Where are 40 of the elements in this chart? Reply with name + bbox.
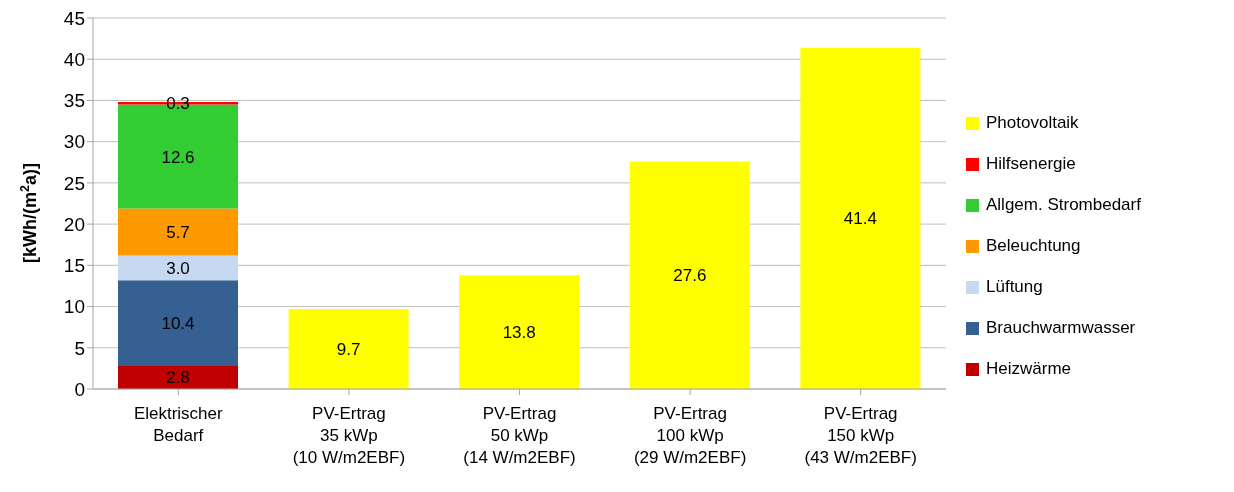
x-tick-label: Elektrischer Bedarf bbox=[133, 404, 224, 445]
bar bbox=[118, 255, 238, 281]
y-tick-label: 35 bbox=[63, 90, 85, 112]
y-tick-label: 45 bbox=[63, 7, 85, 29]
legend-label: Brauchwarmwasser bbox=[986, 318, 1136, 338]
y-tick-label: 25 bbox=[63, 172, 85, 194]
x-tick-label: PV-Ertrag 35 kWp (10 W/m2EBF) bbox=[292, 404, 406, 467]
x-tick-label: PV-Ertrag 50 kWp (14 W/m2EBF) bbox=[463, 404, 576, 467]
legend-label: Photovoltaik bbox=[986, 113, 1079, 133]
legend-label: Beleuchtung bbox=[986, 236, 1081, 256]
legend-label: Heizwärme bbox=[986, 359, 1072, 379]
bar bbox=[118, 365, 238, 389]
x-tick-label: PV-Ertrag 100 kWp (29 W/m2EBF) bbox=[633, 404, 747, 467]
bar bbox=[459, 275, 580, 389]
bar bbox=[118, 208, 238, 256]
data-label: 0.3 bbox=[166, 94, 190, 114]
y-tick-label: 0 bbox=[74, 378, 85, 400]
data-label: 41.4 bbox=[843, 209, 877, 229]
data-label: 5.7 bbox=[166, 222, 190, 242]
data-label: 13.8 bbox=[502, 323, 536, 343]
legend-label: Lüftung bbox=[986, 277, 1043, 297]
legend-label: Hilfsenergie bbox=[986, 154, 1076, 174]
bar bbox=[629, 161, 750, 389]
y-tick-label: 40 bbox=[63, 48, 85, 70]
y-tick-label: 10 bbox=[63, 296, 85, 318]
x-tick-label: PV-Ertrag 150 kWp (43 W/m2EBF) bbox=[804, 404, 917, 467]
bar bbox=[800, 47, 921, 389]
data-label: 3.0 bbox=[166, 258, 190, 278]
data-label: 10.4 bbox=[161, 314, 195, 334]
bar bbox=[288, 309, 409, 389]
data-label: 27.6 bbox=[673, 266, 707, 286]
y-tick-label: 15 bbox=[63, 255, 85, 277]
data-label: 9.7 bbox=[336, 340, 361, 360]
data-label: 12.6 bbox=[161, 147, 195, 167]
y-tick-label: 5 bbox=[74, 337, 85, 359]
y-tick-label: 30 bbox=[63, 131, 85, 153]
data-label: 2.8 bbox=[166, 368, 190, 388]
legend-label: Allgem. Strombedarf bbox=[986, 195, 1141, 215]
y-tick-label: 20 bbox=[63, 213, 85, 235]
bar bbox=[118, 280, 238, 366]
